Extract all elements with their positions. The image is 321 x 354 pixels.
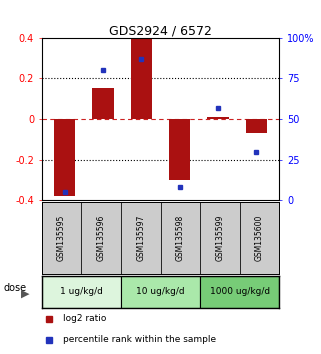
- Bar: [246, 119, 267, 133]
- Text: log2 ratio: log2 ratio: [63, 314, 107, 323]
- Bar: [81, 202, 121, 274]
- Bar: [92, 88, 114, 119]
- Bar: [200, 202, 240, 274]
- Text: GSM135596: GSM135596: [97, 215, 106, 261]
- Text: GSM135595: GSM135595: [57, 215, 66, 261]
- Bar: [207, 117, 229, 119]
- Bar: [54, 119, 75, 196]
- Bar: [42, 202, 81, 274]
- Bar: [200, 275, 279, 308]
- Text: 10 ug/kg/d: 10 ug/kg/d: [136, 287, 185, 296]
- Text: GSM135600: GSM135600: [255, 215, 264, 261]
- Bar: [131, 38, 152, 119]
- Text: percentile rank within the sample: percentile rank within the sample: [63, 335, 216, 344]
- Bar: [121, 202, 160, 274]
- Bar: [240, 202, 279, 274]
- Text: ▶: ▶: [21, 289, 29, 299]
- Title: GDS2924 / 6572: GDS2924 / 6572: [109, 24, 212, 38]
- Bar: [121, 275, 200, 308]
- Text: 1000 ug/kg/d: 1000 ug/kg/d: [210, 287, 270, 296]
- Bar: [42, 275, 121, 308]
- Text: dose: dose: [3, 283, 26, 293]
- Bar: [169, 119, 190, 180]
- Bar: [160, 202, 200, 274]
- Text: GSM135599: GSM135599: [215, 215, 224, 261]
- Text: GSM135597: GSM135597: [136, 215, 145, 261]
- Text: 1 ug/kg/d: 1 ug/kg/d: [60, 287, 103, 296]
- Text: GSM135598: GSM135598: [176, 215, 185, 261]
